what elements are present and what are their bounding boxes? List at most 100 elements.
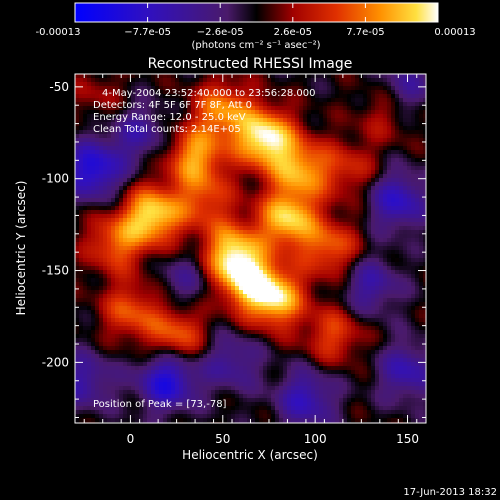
heatmap-cell [295, 122, 300, 127]
heatmap-cell [131, 154, 136, 159]
heatmap-cell [239, 170, 244, 175]
heatmap-cell [135, 186, 140, 191]
heatmap-cell [371, 262, 376, 267]
heatmap-cell [115, 150, 120, 155]
heatmap-cell [99, 142, 104, 147]
heatmap-cell [183, 278, 188, 283]
heatmap-cell [407, 254, 412, 259]
heatmap-cell [243, 290, 248, 295]
heatmap-cell [103, 258, 108, 263]
heatmap-cell [351, 122, 356, 127]
heatmap-cell [107, 238, 112, 243]
heatmap-cell [219, 278, 224, 283]
heatmap-cell [347, 294, 352, 299]
heatmap-cell [391, 78, 396, 83]
heatmap-cell [215, 286, 220, 291]
heatmap-cell [155, 186, 160, 191]
heatmap-cell [191, 134, 196, 139]
heatmap-cell [387, 86, 392, 91]
heatmap-cell [159, 82, 164, 87]
heatmap-cell [115, 202, 120, 207]
heatmap-cell [83, 102, 88, 107]
heatmap-cell [127, 254, 132, 259]
heatmap-cell [267, 122, 272, 127]
heatmap-cell [275, 246, 280, 251]
heatmap-cell [167, 234, 172, 239]
heatmap-cell [247, 110, 252, 115]
heatmap-cell [315, 102, 320, 107]
heatmap-cell [307, 90, 312, 95]
heatmap-cell [327, 190, 332, 195]
heatmap-cell [183, 118, 188, 123]
heatmap-cell [251, 230, 256, 235]
heatmap-cell [315, 154, 320, 159]
heatmap-cell [259, 162, 264, 167]
heatmap-cell [295, 130, 300, 135]
heatmap-cell [103, 134, 108, 139]
heatmap-cell [183, 146, 188, 151]
heatmap-cell [423, 286, 426, 291]
heatmap-cell [195, 214, 200, 219]
heatmap-cell [191, 90, 196, 95]
heatmap-cell [159, 218, 164, 223]
heatmap-cell [159, 98, 164, 103]
heatmap-cell [343, 114, 348, 119]
heatmap-cell [347, 110, 352, 115]
heatmap-cell [287, 258, 292, 263]
heatmap-cell [251, 126, 256, 131]
heatmap-cell [355, 166, 360, 171]
heatmap-cell [211, 206, 216, 211]
heatmap-cell [135, 106, 140, 111]
heatmap-cell [223, 78, 228, 83]
heatmap-cell [123, 190, 128, 195]
heatmap-cell [243, 154, 248, 159]
heatmap-cell [107, 82, 112, 87]
heatmap-cell [135, 138, 140, 143]
heatmap-cell [191, 242, 196, 247]
heatmap-cell [403, 174, 408, 179]
heatmap-cell [207, 234, 212, 239]
heatmap-cell [179, 210, 184, 215]
heatmap-cell [251, 166, 256, 171]
heatmap-cell [287, 214, 292, 219]
heatmap-cell [399, 286, 404, 291]
heatmap-cell [223, 146, 228, 151]
heatmap-cell [335, 178, 340, 183]
heatmap-cell [283, 214, 288, 219]
heatmap-cell [235, 230, 240, 235]
heatmap-cell [95, 98, 100, 103]
heatmap-cell [127, 134, 132, 139]
heatmap-cell [387, 154, 392, 159]
heatmap-cell [335, 202, 340, 207]
heatmap-cell [219, 170, 224, 175]
heatmap-cell [407, 146, 412, 151]
heatmap-cell [331, 282, 336, 287]
heatmap-cell [331, 146, 336, 151]
heatmap-cell [127, 222, 132, 227]
heatmap-cell [259, 270, 264, 275]
heatmap-cell [203, 254, 208, 259]
heatmap-cell [87, 198, 92, 203]
heatmap-cell [275, 162, 280, 167]
heatmap-cell [223, 266, 228, 271]
heatmap-cell [199, 146, 204, 151]
heatmap-cell [119, 190, 124, 195]
heatmap-cell [363, 114, 368, 119]
heatmap-cell [147, 114, 152, 119]
heatmap-cell [251, 198, 256, 203]
heatmap-cell [243, 118, 248, 123]
heatmap-cell [187, 106, 192, 111]
heatmap-cell [391, 258, 396, 263]
heatmap-cell [99, 182, 104, 187]
heatmap-cell [107, 266, 112, 271]
heatmap-cell [327, 262, 332, 267]
heatmap-cell [119, 90, 124, 95]
heatmap-cell [371, 150, 376, 155]
heatmap-cell [311, 126, 316, 131]
heatmap-cell [235, 290, 240, 295]
heatmap-cell [143, 118, 148, 123]
heatmap-cell [247, 158, 252, 163]
heatmap-cell [79, 234, 84, 239]
heatmap-cell [407, 166, 412, 171]
heatmap-cell [203, 114, 208, 119]
